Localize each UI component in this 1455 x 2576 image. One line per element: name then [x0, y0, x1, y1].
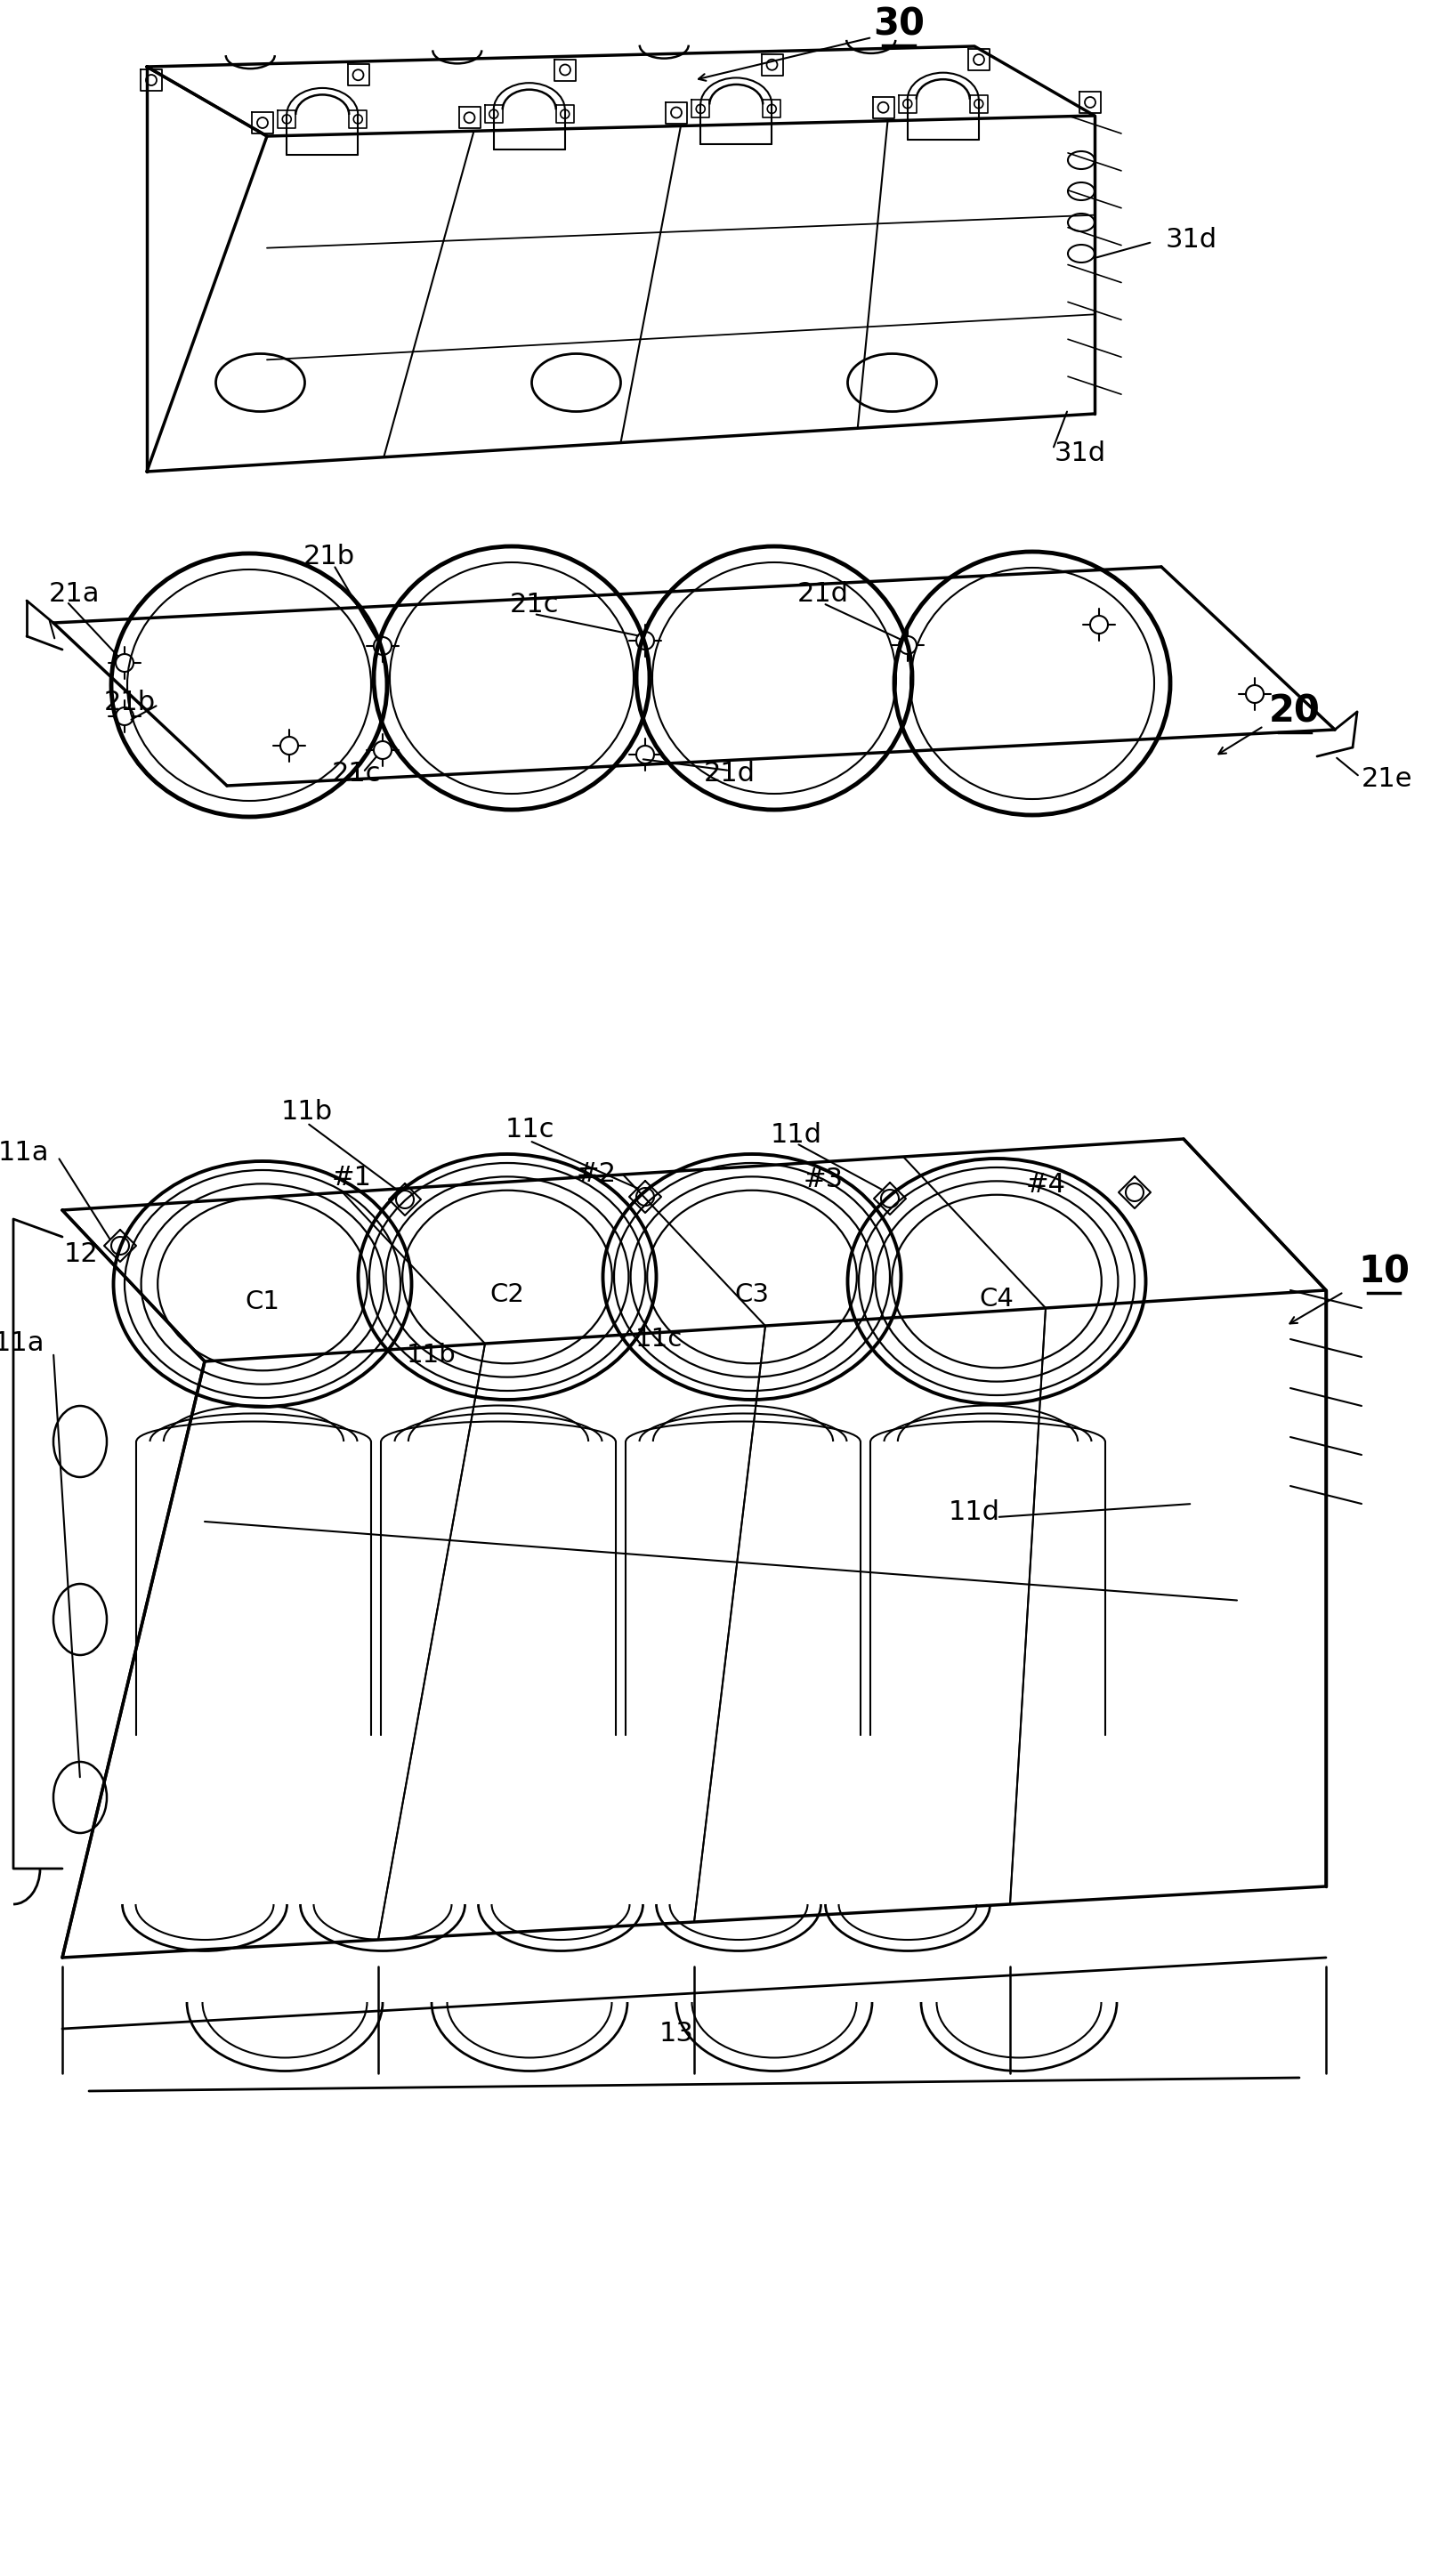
Text: C2: C2 — [490, 1283, 525, 1306]
Text: 11a: 11a — [0, 1139, 49, 1164]
Text: 21a: 21a — [49, 582, 100, 608]
Text: 21e: 21e — [1362, 765, 1413, 791]
Text: 21d: 21d — [797, 582, 848, 608]
Text: 21d: 21d — [704, 762, 755, 788]
Text: #4: #4 — [1026, 1172, 1065, 1198]
Text: C3: C3 — [735, 1283, 770, 1306]
Text: 11b: 11b — [281, 1100, 333, 1126]
Text: 11d: 11d — [949, 1499, 1000, 1525]
Text: #2: #2 — [576, 1162, 617, 1188]
Text: 20: 20 — [1269, 693, 1321, 732]
Text: 10: 10 — [1358, 1255, 1410, 1291]
Text: C4: C4 — [979, 1285, 1014, 1311]
Text: C1: C1 — [246, 1291, 279, 1314]
Text: 31d: 31d — [1165, 227, 1218, 252]
Text: 31d: 31d — [1055, 440, 1106, 466]
Text: 21b: 21b — [103, 690, 156, 716]
Text: 21c: 21c — [332, 762, 381, 788]
Text: 21b: 21b — [304, 544, 355, 569]
Text: 13: 13 — [659, 2020, 694, 2045]
Text: #1: #1 — [332, 1164, 371, 1190]
Text: #3: #3 — [803, 1167, 844, 1193]
Text: 11c: 11c — [505, 1118, 554, 1144]
Text: 21c: 21c — [509, 592, 559, 618]
Text: 11b: 11b — [407, 1342, 457, 1368]
Text: 11c: 11c — [634, 1327, 682, 1352]
Text: 11d: 11d — [771, 1121, 822, 1146]
Text: 11a: 11a — [0, 1332, 45, 1358]
Text: 30: 30 — [873, 5, 924, 44]
Text: 12: 12 — [64, 1242, 97, 1267]
